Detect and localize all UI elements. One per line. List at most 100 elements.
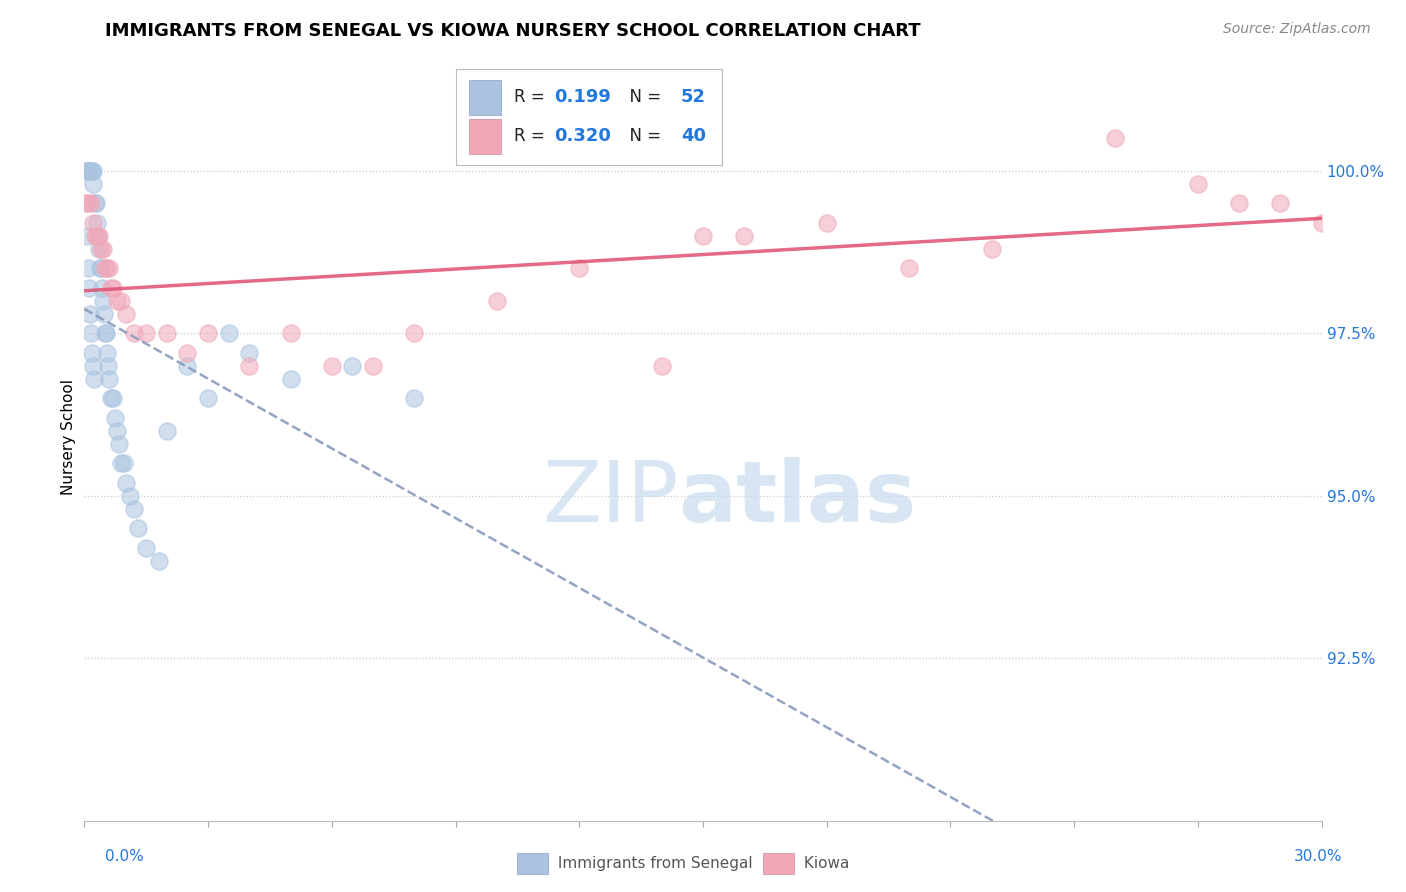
Point xyxy=(361,359,384,373)
Point xyxy=(84,196,107,211)
Point xyxy=(77,196,100,211)
Point xyxy=(692,228,714,243)
Text: Source: ZipAtlas.com: Source: ZipAtlas.com xyxy=(1223,22,1371,37)
Text: 40: 40 xyxy=(681,128,706,145)
Point xyxy=(815,215,838,229)
Text: atlas: atlas xyxy=(678,457,917,540)
Point xyxy=(100,280,122,294)
Point xyxy=(96,345,118,359)
Point xyxy=(98,371,121,385)
Point xyxy=(79,163,101,178)
Text: 0.199: 0.199 xyxy=(554,88,612,106)
Point xyxy=(485,293,508,308)
Text: N =: N = xyxy=(619,88,666,106)
Point xyxy=(898,261,921,276)
Text: 30.0%: 30.0% xyxy=(1295,849,1343,864)
Point xyxy=(76,163,98,178)
Point xyxy=(127,521,149,535)
Text: IMMIGRANTS FROM SENEGAL VS KIOWA NURSERY SCHOOL CORRELATION CHART: IMMIGRANTS FROM SENEGAL VS KIOWA NURSERY… xyxy=(105,22,921,40)
Point xyxy=(75,163,97,178)
Point xyxy=(87,228,110,243)
Point xyxy=(83,371,105,385)
Point xyxy=(110,456,132,470)
Point xyxy=(75,196,97,211)
Point xyxy=(114,475,136,490)
Point xyxy=(100,391,122,405)
Point xyxy=(82,177,104,191)
Y-axis label: Nursery School: Nursery School xyxy=(60,379,76,495)
Point xyxy=(82,163,104,178)
Point xyxy=(83,196,105,211)
Point xyxy=(93,307,115,321)
Point xyxy=(218,326,240,340)
Point xyxy=(82,345,104,359)
Point xyxy=(105,424,128,438)
Point xyxy=(90,280,112,294)
Point xyxy=(91,242,114,256)
Point xyxy=(280,371,302,385)
Point xyxy=(96,261,118,276)
Point xyxy=(1104,131,1126,145)
Point xyxy=(148,553,170,567)
FancyBboxPatch shape xyxy=(470,79,502,115)
Point xyxy=(77,163,100,178)
Point xyxy=(94,261,117,276)
Point xyxy=(83,228,105,243)
Point xyxy=(82,215,104,229)
Text: 52: 52 xyxy=(681,88,706,106)
Text: R =: R = xyxy=(513,88,550,106)
Point xyxy=(90,261,112,276)
Point xyxy=(77,280,100,294)
Point xyxy=(321,359,343,373)
Point xyxy=(103,280,125,294)
Point xyxy=(135,326,157,340)
Point xyxy=(238,359,260,373)
Point xyxy=(105,293,128,308)
Point xyxy=(197,391,219,405)
Point xyxy=(112,456,135,470)
Point xyxy=(76,228,98,243)
Point xyxy=(156,424,179,438)
Point xyxy=(1187,177,1209,191)
Point xyxy=(94,326,117,340)
Point xyxy=(80,163,103,178)
Point xyxy=(651,359,673,373)
Text: R =: R = xyxy=(513,128,550,145)
Point xyxy=(108,436,131,450)
Point xyxy=(1270,196,1292,211)
Point xyxy=(87,242,110,256)
Point xyxy=(122,326,145,340)
Point xyxy=(80,326,103,340)
Point xyxy=(82,359,104,373)
Point xyxy=(86,215,108,229)
Point xyxy=(197,326,219,340)
Point xyxy=(90,242,112,256)
Point xyxy=(1310,215,1333,229)
Point xyxy=(135,541,157,555)
Point xyxy=(404,326,426,340)
Point xyxy=(156,326,179,340)
Text: 0.0%: 0.0% xyxy=(105,849,145,864)
Point xyxy=(1227,196,1250,211)
Point xyxy=(104,410,127,425)
Point xyxy=(118,489,141,503)
Point xyxy=(122,501,145,516)
Text: Immigrants from Senegal: Immigrants from Senegal xyxy=(553,856,752,871)
Point xyxy=(103,391,125,405)
Point xyxy=(342,359,364,373)
Point xyxy=(280,326,302,340)
Point xyxy=(86,228,108,243)
Text: ZIP: ZIP xyxy=(541,457,678,540)
Point xyxy=(568,261,591,276)
Point xyxy=(79,307,101,321)
FancyBboxPatch shape xyxy=(470,119,502,153)
Point xyxy=(238,345,260,359)
Point xyxy=(79,163,101,178)
Point xyxy=(404,391,426,405)
Point xyxy=(114,307,136,321)
FancyBboxPatch shape xyxy=(456,69,721,165)
Point xyxy=(980,242,1002,256)
Point xyxy=(176,359,198,373)
Text: Kiowa: Kiowa xyxy=(799,856,849,871)
Point xyxy=(110,293,132,308)
